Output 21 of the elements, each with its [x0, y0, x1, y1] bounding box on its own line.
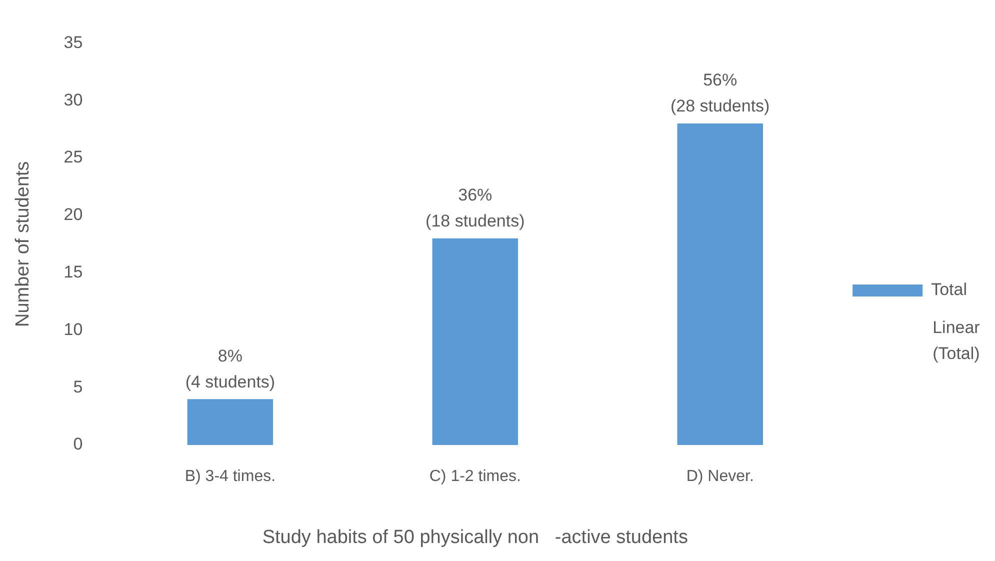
y-tick-label: 30	[64, 90, 83, 110]
y-tick-label: 35	[64, 32, 83, 52]
data-label: 56% (28 students)	[670, 70, 770, 116]
legend-label: Total	[931, 280, 968, 300]
text: Linear (Total)	[932, 318, 980, 364]
y-tick-label: 5	[73, 377, 83, 396]
y-tick-label: 0	[73, 434, 83, 454]
data-label: 36% (18 students)	[426, 186, 525, 231]
x-tick-label: C) 1-2 times.	[429, 468, 521, 486]
y-tick-label: 10	[64, 320, 83, 339]
y-tick-label: 15	[64, 262, 83, 282]
data-label: 8% (4 students)	[185, 346, 276, 392]
bar	[187, 399, 274, 445]
bar	[677, 124, 763, 445]
y-tick-label: 20	[64, 205, 83, 224]
x-tick-label: B) 3-4 times.	[184, 468, 276, 486]
x-tick-label: D) Never.	[686, 468, 754, 486]
y-tick-label: 25	[64, 148, 83, 167]
x-axis-title: Study habits of 50 physically non -active students	[262, 526, 688, 548]
y-axis-title: Number of students	[12, 161, 34, 328]
bar	[432, 238, 518, 445]
